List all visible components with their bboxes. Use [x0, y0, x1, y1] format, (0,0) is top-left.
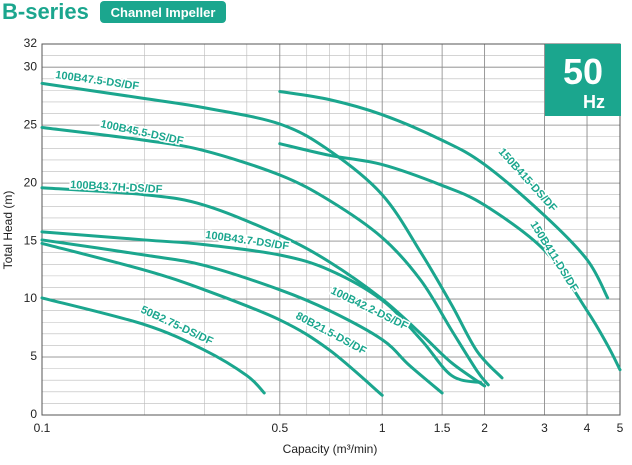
y-tick-label: 25	[24, 117, 38, 131]
x-tick-label: 5	[617, 421, 624, 435]
plot-frame	[41, 43, 621, 416]
y-tick-label: 10	[24, 291, 38, 305]
x-tick-label: 0.1	[34, 421, 51, 435]
x-tick-label: 3	[541, 421, 548, 435]
badge-box	[100, 1, 226, 23]
y-tick-label: 0	[30, 407, 37, 421]
x-tick-label: 0.5	[271, 421, 288, 435]
series-line	[40, 241, 384, 397]
y-tick-label: 5	[30, 349, 37, 363]
series-line	[40, 238, 444, 395]
series-line	[40, 125, 490, 387]
y-tick-label: 30	[24, 59, 38, 73]
x-tick-label: 2	[481, 421, 488, 435]
series-label: 150B411-DS/DF	[527, 219, 580, 294]
frequency-box	[545, 44, 621, 116]
y-tick-label: 32	[24, 36, 38, 50]
series-line	[40, 230, 483, 385]
y-tick-label: 15	[24, 233, 38, 247]
frequency-value: 50	[563, 51, 603, 92]
series-label: 100B47.5-DS/DF	[55, 69, 140, 93]
series-line	[40, 296, 266, 395]
x-axis-label: Capacity (m³/min)	[283, 442, 378, 456]
page-title: B-series	[2, 0, 89, 24]
series-label: 100B45.5-DS/DF	[99, 118, 184, 147]
series-line	[278, 142, 622, 372]
series-label: 100B43.7H-DS/DF	[70, 179, 163, 196]
series-line	[40, 186, 487, 388]
y-tick-label: 20	[24, 175, 38, 189]
x-tick-label: 1.5	[434, 421, 451, 435]
series-line	[278, 90, 610, 300]
y-axis-label: Total Head (m)	[1, 191, 15, 270]
frequency-unit: Hz	[583, 92, 605, 112]
x-tick-label: 4	[584, 421, 591, 435]
x-tick-label: 1	[379, 421, 386, 435]
series-line	[40, 81, 504, 380]
badge: Channel Impeller	[111, 5, 216, 20]
